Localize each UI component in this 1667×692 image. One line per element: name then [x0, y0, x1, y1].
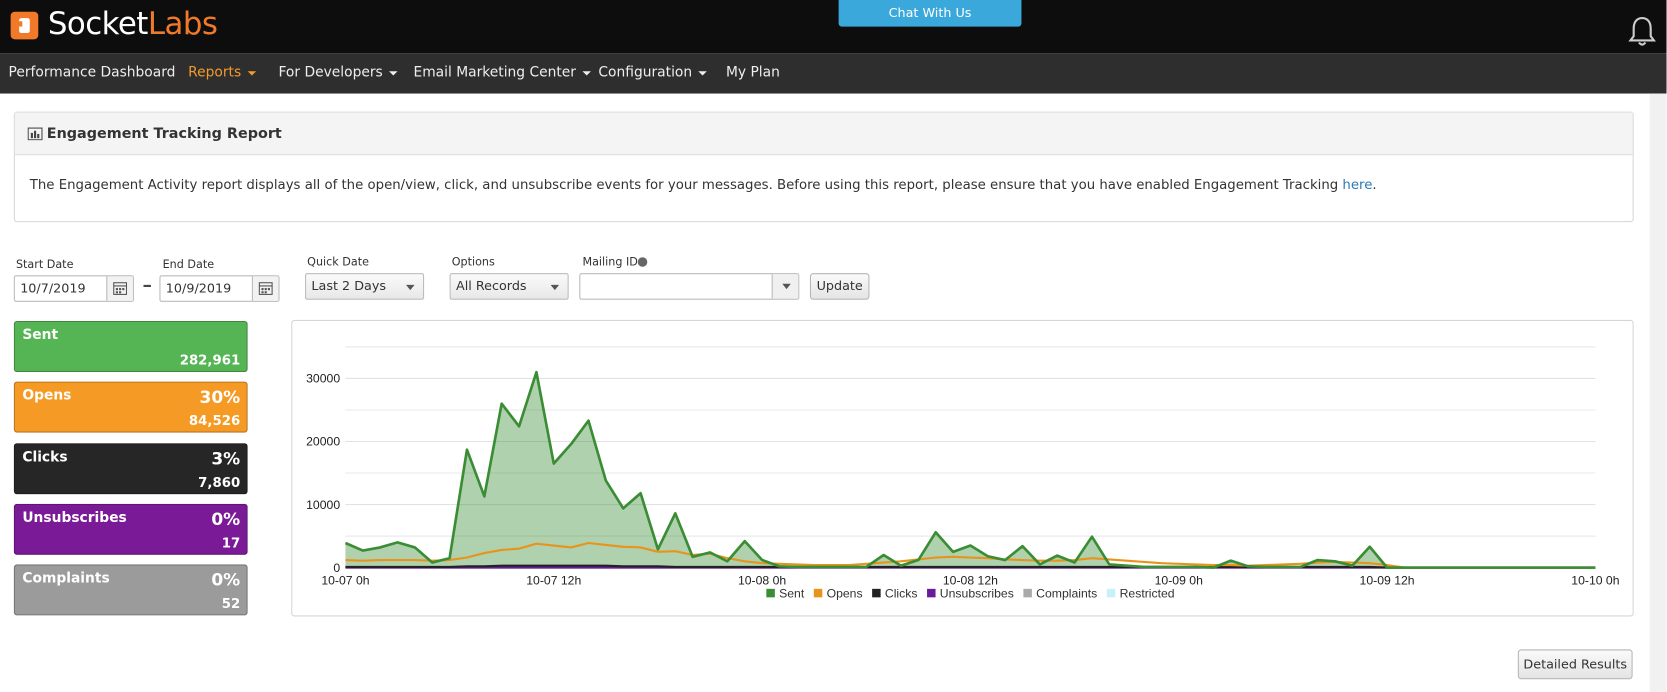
chart-panel: 0 10000 20000 30000 10-07 0h 10-07 12h 10-08 0…: [291, 319, 1634, 617]
legend-label: Clicks: [885, 586, 918, 600]
legend-swatch: [766, 588, 775, 598]
quick-date-value: Last 2 Days: [311, 278, 387, 294]
tile-percent: 0%: [211, 509, 241, 530]
update-button[interactable]: Update: [809, 273, 870, 300]
nav-bar: Performance Dashboard Reports For Develope…: [0, 53, 1667, 94]
quick-date-label: Quick Date: [307, 256, 369, 269]
panel-header: Engagement Tracking Report: [14, 112, 1633, 156]
tile-percent: 0%: [211, 569, 241, 590]
x-tick-label: 10-10 0h: [1571, 574, 1619, 588]
x-tick-label: 10-07 0h: [321, 574, 369, 588]
end-date-label: End Date: [162, 258, 215, 272]
here-link[interactable]: here: [1342, 176, 1373, 193]
tile-name: Complaints: [22, 570, 110, 587]
description-end: .: [1372, 176, 1377, 193]
legend-swatch: [1106, 588, 1116, 598]
mailing-id-select[interactable]: [579, 273, 800, 300]
chart-icon: [27, 127, 43, 141]
detailed-results-button[interactable]: Detailed Results: [1517, 649, 1633, 680]
report-panel: Engagement Tracking Report The Engagemen…: [13, 111, 1634, 223]
start-date-label: Start Date: [15, 258, 74, 272]
chat-button[interactable]: Chat With Us: [838, 0, 1022, 27]
start-date-value: 10/7/2019: [20, 280, 86, 296]
options-value: All Records: [455, 278, 527, 294]
tile-name: Unsubscribes: [22, 510, 127, 527]
summary-tile[interactable]: Unsubscribes 0% 17: [13, 503, 248, 555]
logo-icon: [10, 11, 39, 40]
legend-swatch: [813, 588, 823, 598]
tile-count: 282,961: [179, 351, 241, 368]
report-description: The Engagement Activity report displays …: [29, 176, 1339, 193]
nav-item[interactable]: My Plan: [725, 64, 780, 81]
notification-bell[interactable]: [1626, 15, 1658, 47]
top-bar: SocketLabs Chat With Us: [0, 0, 1667, 54]
y-tick-label: 0: [333, 561, 340, 575]
legend-label: Complaints: [1036, 586, 1097, 600]
summary-tile[interactable]: Opens 30% 84,526: [13, 381, 248, 433]
x-tick-label: 10-08 12h: [943, 574, 998, 588]
legend-label: Opens: [827, 586, 863, 600]
tile-name: Sent: [22, 327, 59, 344]
report-description-row: The Engagement Activity report displays …: [30, 176, 1377, 192]
legend-swatch: [927, 588, 936, 598]
start-date-input[interactable]: 10/7/2019: [13, 275, 134, 302]
y-tick-label: 20000: [306, 435, 340, 449]
y-tick-label: 30000: [306, 372, 340, 386]
legend-label: Sent: [779, 586, 805, 600]
series-line: [345, 541, 1596, 569]
legend-label: Restricted: [1120, 586, 1175, 600]
chart: 0 10000 20000 30000 10-07 0h 10-07 12h 10-08 0…: [306, 346, 1620, 600]
tile-name: Opens: [22, 387, 72, 404]
tile-count: 7,860: [198, 474, 241, 490]
nav-item[interactable]: Email Marketing Center: [413, 53, 591, 93]
end-date-input[interactable]: 10/9/2019: [159, 275, 280, 302]
x-tick-label: 10-09 0h: [1155, 574, 1203, 588]
legend-label: Unsubscribes: [940, 586, 1014, 600]
x-tick-label: 10-07 12h: [526, 574, 581, 588]
tile-percent: 30%: [199, 386, 241, 408]
scrollbar: [1649, 93, 1667, 692]
nav-item[interactable]: For Developers: [278, 53, 398, 93]
mailing-id-label: Mailing ID: [582, 256, 638, 269]
summary-tile[interactable]: Complaints 0% 52: [13, 564, 248, 616]
y-tick-label: 10000: [306, 498, 340, 512]
series-line: [344, 370, 1596, 569]
series-area: [345, 372, 1596, 568]
tile-count: 52: [221, 595, 241, 612]
logo: SocketLabs: [48, 5, 218, 41]
legend-swatch: [1023, 588, 1032, 598]
report-title: Engagement Tracking Report: [46, 125, 282, 143]
summary-tile[interactable]: Sent 282,961: [13, 320, 248, 373]
tile-count: 17: [221, 534, 241, 551]
nav-item[interactable]: Reports: [188, 53, 257, 93]
tile-count: 84,526: [188, 412, 241, 429]
quick-date-select[interactable]: Last 2 Days: [305, 273, 425, 300]
legend-swatch: [872, 588, 881, 598]
nav-item[interactable]: Performance Dashboard: [8, 64, 176, 81]
tile-percent: 3%: [211, 448, 241, 469]
x-tick-label: 10-08 0h: [738, 574, 786, 588]
logo-labs: Labs: [147, 5, 218, 42]
nav-item[interactable]: Configuration: [598, 53, 708, 93]
options-select[interactable]: All Records: [449, 273, 569, 300]
help-icon[interactable]: [637, 257, 648, 267]
x-tick-label: 10-09 12h: [1360, 574, 1415, 588]
tile-name: Clicks: [22, 449, 68, 466]
end-date-value: 10/9/2019: [165, 280, 232, 296]
date-separator: [143, 284, 151, 287]
summary-tile[interactable]: Clicks 3% 7,860: [13, 443, 248, 495]
logo-socket: Socket: [47, 5, 149, 42]
options-label: Options: [451, 256, 495, 269]
